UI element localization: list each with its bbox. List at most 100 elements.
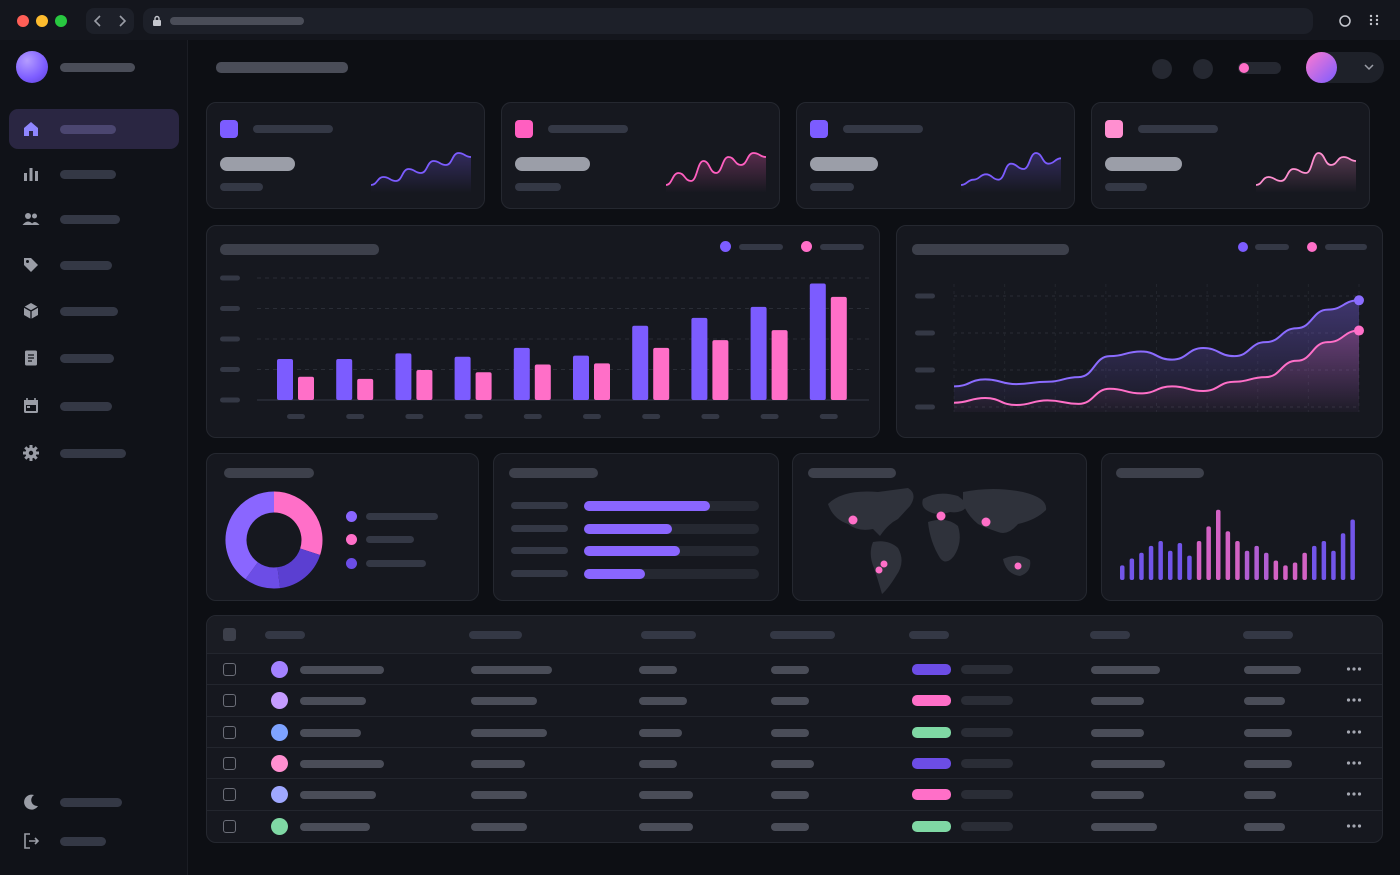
legend-label xyxy=(1325,244,1367,250)
select-all-checkbox[interactable] xyxy=(223,628,236,641)
brand-name xyxy=(60,63,135,72)
waveform-bar xyxy=(1206,526,1211,580)
close-window-button[interactable] xyxy=(17,15,29,27)
more-horizontal-icon[interactable] xyxy=(1346,791,1362,797)
series-end-point xyxy=(1354,295,1364,306)
sidebar-item-calendar[interactable] xyxy=(9,386,179,426)
row-cell xyxy=(639,822,693,831)
sidebar-item-theme[interactable] xyxy=(9,782,179,822)
card-title xyxy=(1116,468,1204,478)
card-title xyxy=(224,468,314,478)
x-tick-label xyxy=(642,414,661,419)
box-icon xyxy=(23,303,39,319)
row-checkbox[interactable] xyxy=(223,788,236,802)
sidebar-item-users[interactable] xyxy=(9,199,179,239)
row-checkbox[interactable] xyxy=(223,694,236,708)
column-header[interactable] xyxy=(641,631,696,639)
bar-series-1 xyxy=(750,306,767,400)
waveform-bar xyxy=(1139,552,1144,580)
table-row[interactable] xyxy=(207,778,1382,809)
sidebar-item-logout[interactable] xyxy=(9,821,179,861)
browser-chrome xyxy=(0,0,1400,40)
status-toggle[interactable] xyxy=(1238,62,1281,74)
more-horizontal-icon[interactable] xyxy=(1346,666,1362,672)
more-horizontal-icon[interactable] xyxy=(1346,697,1362,703)
waveform-bar xyxy=(1196,541,1202,580)
bar-series-2 xyxy=(534,364,551,400)
progress-label xyxy=(511,524,568,532)
sidebar xyxy=(0,40,188,875)
header-icon-button[interactable] xyxy=(1152,59,1172,79)
bar-series-2 xyxy=(830,296,847,400)
sidebar-item-tags[interactable] xyxy=(9,245,179,285)
column-header[interactable] xyxy=(1090,631,1130,639)
row-checkbox[interactable] xyxy=(223,819,236,833)
sidebar-item-label xyxy=(60,306,118,316)
bar-series-2 xyxy=(416,370,433,400)
avatar xyxy=(271,661,288,678)
table-row[interactable] xyxy=(207,653,1382,684)
progress-row xyxy=(511,501,771,511)
notifications-button[interactable] xyxy=(1193,59,1213,79)
row-checkbox[interactable] xyxy=(223,756,236,770)
table-row[interactable] xyxy=(207,746,1382,778)
maximize-window-button[interactable] xyxy=(55,15,67,27)
column-header[interactable] xyxy=(1243,631,1293,639)
sidebar-item-analytics[interactable] xyxy=(9,154,179,194)
row-cell xyxy=(471,697,537,706)
sidebar-item-home[interactable] xyxy=(9,109,179,149)
row-cell xyxy=(1091,728,1144,737)
forward-button[interactable] xyxy=(110,8,134,34)
legend-swatch xyxy=(346,534,357,545)
sidebar-item-reports[interactable] xyxy=(9,338,179,378)
column-header[interactable] xyxy=(909,631,949,639)
bar-chart xyxy=(220,275,869,419)
world-map xyxy=(828,488,1047,594)
x-tick-label xyxy=(583,414,601,419)
x-tick-label xyxy=(701,414,720,419)
table-row[interactable] xyxy=(207,809,1382,841)
back-button[interactable] xyxy=(86,8,110,34)
row-cell xyxy=(771,697,809,706)
bar-series-2 xyxy=(712,340,729,400)
minimize-window-button[interactable] xyxy=(36,15,48,27)
column-header[interactable] xyxy=(770,631,835,639)
progress-row xyxy=(511,523,771,534)
map-pin xyxy=(936,511,946,521)
kpi-value xyxy=(220,157,295,171)
row-checkbox[interactable] xyxy=(223,663,236,676)
kpi-card[interactable] xyxy=(206,102,485,209)
kpi-card[interactable] xyxy=(501,102,780,209)
row-cell xyxy=(639,666,677,674)
status-badge xyxy=(912,726,951,738)
table-row[interactable] xyxy=(207,684,1382,715)
more-horizontal-icon[interactable] xyxy=(1346,760,1362,766)
moon-icon xyxy=(24,794,38,810)
bar-series-2 xyxy=(298,376,314,400)
more-horizontal-icon[interactable] xyxy=(1346,823,1362,829)
waveform-bar xyxy=(1312,545,1317,580)
address-bar[interactable] xyxy=(143,8,1313,34)
row-name xyxy=(300,666,384,674)
kpi-card[interactable] xyxy=(1091,102,1370,209)
waveform-card xyxy=(1101,453,1383,601)
home-icon xyxy=(24,122,38,136)
progress-fill xyxy=(584,568,646,579)
kpi-card[interactable] xyxy=(796,102,1075,209)
column-header[interactable] xyxy=(469,631,522,639)
user-menu[interactable] xyxy=(1306,52,1384,83)
browser-nav xyxy=(86,8,134,34)
row-checkbox[interactable] xyxy=(223,725,236,739)
sidebar-item-label xyxy=(60,401,112,411)
sidebar-item-products[interactable] xyxy=(9,291,179,331)
legend-label xyxy=(366,536,414,543)
kpi-label xyxy=(843,125,923,133)
waveform-bar xyxy=(1264,552,1269,580)
shield-icon[interactable] xyxy=(1338,14,1352,28)
column-header[interactable] xyxy=(265,631,305,639)
sidebar-item-settings[interactable] xyxy=(9,433,179,473)
grid-icon[interactable] xyxy=(1368,14,1380,26)
table-row[interactable] xyxy=(207,715,1382,747)
more-horizontal-icon[interactable] xyxy=(1346,729,1362,735)
row-cell xyxy=(1091,791,1144,800)
